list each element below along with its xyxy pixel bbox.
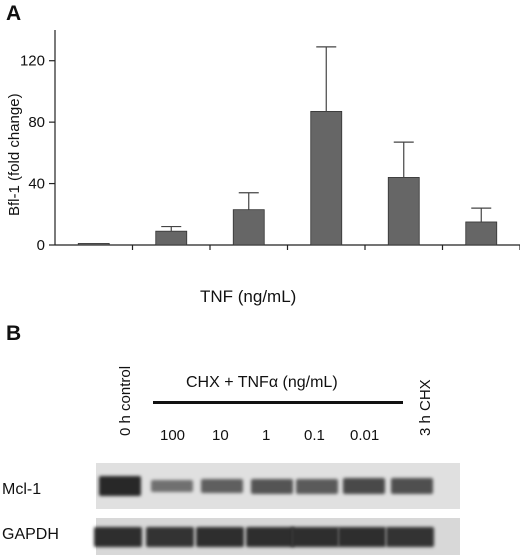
blot-band — [391, 478, 433, 494]
bar — [77, 243, 110, 246]
error-bars — [161, 46, 492, 232]
y-tick-label: 80 — [28, 114, 45, 131]
lane-label-chx: 3 h CHX — [417, 379, 434, 436]
blot-band — [196, 526, 244, 547]
blot-band — [246, 526, 294, 547]
bar — [155, 230, 188, 246]
blot-band — [291, 526, 339, 547]
blot-band — [251, 478, 293, 494]
lane-label-control: 0 h control — [117, 365, 134, 436]
bar — [387, 177, 420, 246]
treatment-bracket-line — [153, 401, 403, 404]
blot-strip-mcl1 — [96, 463, 460, 509]
panel-b-label: B — [6, 322, 22, 345]
blot-band — [386, 526, 434, 547]
y-tick-label: 120 — [20, 53, 45, 70]
blot-band — [94, 526, 142, 547]
bar — [465, 221, 498, 246]
x-axis-label: TNF (ng/mL) — [200, 287, 297, 306]
concentration-label: 1 — [262, 427, 271, 444]
bar — [232, 209, 265, 246]
blot-strip-gapdh — [94, 518, 460, 555]
blot-band — [338, 526, 386, 547]
concentration-label: 0.1 — [304, 427, 325, 444]
y-tick-label: 0 — [37, 237, 45, 254]
tick-labels: 0408012001001010.10.01 — [20, 53, 45, 254]
blot-band — [146, 526, 194, 547]
blot-band — [296, 478, 338, 494]
blot-band — [201, 479, 243, 493]
blot-band — [99, 476, 141, 496]
treatment-header: CHX + TNFα (ng/mL) — [186, 374, 338, 391]
blot-row-label-gapdh: GAPDH — [2, 526, 59, 543]
concentration-label: 10 — [212, 427, 229, 444]
bars — [77, 110, 498, 246]
bar-chart: 0408012001001010.10.01 — [20, 30, 520, 254]
blot-band — [343, 478, 385, 494]
concentration-label: 100 — [160, 427, 186, 444]
blot-row-label-mcl1: Mcl-1 — [2, 481, 42, 498]
concentration-label: 0.01 — [350, 427, 380, 444]
y-tick-label: 40 — [28, 176, 45, 193]
blot-band — [151, 480, 193, 492]
bar — [310, 110, 343, 246]
panel-a-label: A — [6, 2, 22, 25]
chart-axes — [49, 30, 520, 250]
